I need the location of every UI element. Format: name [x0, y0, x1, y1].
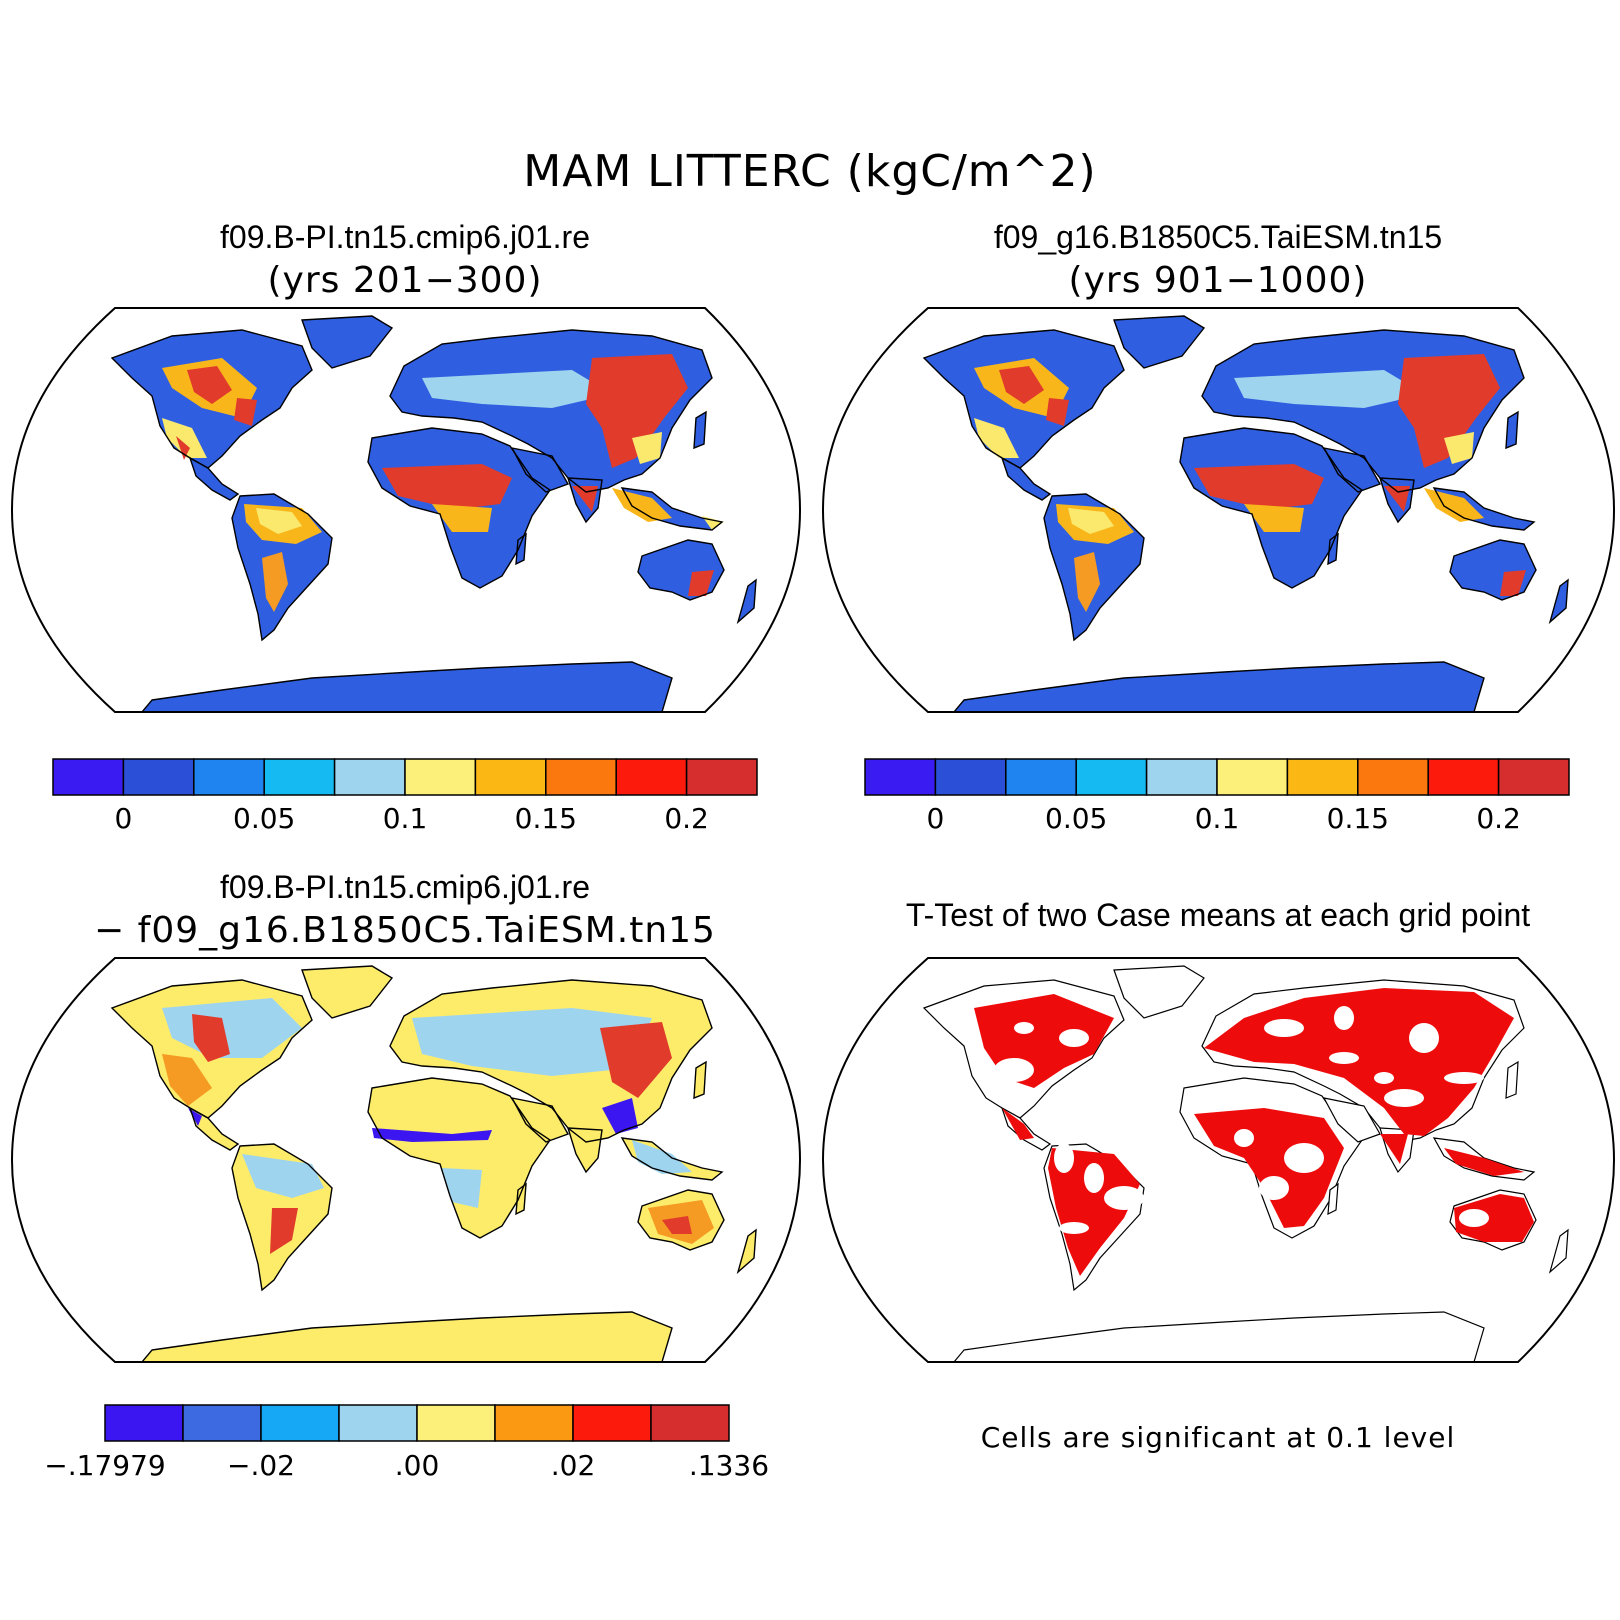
significance-region	[1380, 1134, 1408, 1164]
colorbar-swatch	[1005, 758, 1077, 796]
map-case1	[112, 316, 756, 712]
non-significant-gap	[1059, 1029, 1089, 1047]
significance-region	[1002, 1108, 1034, 1140]
panel-difference: f09.B-PI.tn15.cmip6.j01.re − f09_g16.B18…	[10, 869, 802, 1482]
panel-case1: f09.B-PI.tn15.cmip6.j01.re (yrs 201−300)	[10, 219, 802, 835]
colorbar-difference: −.17979 −.02 .00 .02 .1336	[44, 1404, 769, 1482]
non-significant-gap	[1374, 1072, 1394, 1084]
colorbar-tick-label: 0	[114, 802, 132, 835]
non-significant-gap	[1444, 1072, 1484, 1084]
colorbar-swatch	[864, 758, 937, 796]
significance-cells	[974, 988, 1534, 1276]
non-significant-gap	[1264, 1019, 1304, 1037]
colorbar-tick-label: −.17979	[44, 1449, 165, 1482]
colorbar-tick-label: 0.2	[1476, 802, 1521, 835]
non-significant-gap	[1084, 1163, 1104, 1193]
colorbar-swatch	[333, 758, 406, 796]
non-significant-gap	[1459, 1209, 1489, 1227]
significance-region	[1454, 1194, 1534, 1242]
colorbar-swatch	[545, 758, 617, 796]
colorbar-swatch	[104, 1404, 184, 1442]
colorbar-tick-label: 0.15	[1327, 802, 1389, 835]
colorbar-swatch	[52, 758, 125, 796]
colorbar-swatch	[1357, 758, 1429, 796]
colorbar-tick-label: 0.05	[233, 802, 295, 835]
non-significant-gap	[1104, 1186, 1144, 1210]
colorbar-swatch	[122, 758, 195, 796]
colorbar-swatch	[338, 1404, 418, 1442]
colorbar-swatch	[474, 758, 547, 796]
panel-title: T-Test of two Case means at each grid po…	[906, 897, 1530, 933]
non-significant-gap	[1059, 1222, 1089, 1234]
panel-title: f09.B-PI.tn15.cmip6.j01.re	[220, 219, 590, 255]
non-significant-gap	[994, 1058, 1034, 1082]
colorbar-swatch	[260, 1404, 340, 1442]
panel-title: f09.B-PI.tn15.cmip6.j01.re	[220, 869, 590, 905]
colorbar-tick-label: .00	[395, 1449, 440, 1482]
non-significant-gap	[1259, 1176, 1289, 1200]
non-significant-gap	[1014, 1022, 1034, 1034]
colorbar-swatch	[615, 758, 688, 796]
panel-case2: f09_g16.B1850C5.TaiESM.tn15 (yrs 901−100…	[821, 219, 1616, 835]
colorbar-swatch	[263, 758, 336, 796]
panel-subtitle: (yrs 901−1000)	[1069, 260, 1368, 301]
colorbar-swatch	[416, 1404, 496, 1442]
colorbar-tick-label: 0	[926, 802, 944, 835]
colorbar-tick-label: .02	[551, 1449, 596, 1482]
colorbar-swatch	[1145, 758, 1218, 796]
non-significant-gap	[1329, 1052, 1359, 1064]
colorbar-case1: 0 0.05 0.1 0.15 0.2	[52, 758, 758, 835]
colorbar-swatch	[193, 758, 265, 796]
map-frame	[10, 307, 802, 713]
non-significant-gap	[1284, 1143, 1324, 1173]
colorbar-swatch	[934, 758, 1007, 796]
colorbar-tick-label: −.02	[227, 1449, 295, 1482]
map-frame	[821, 307, 1616, 713]
significance-region	[1444, 1148, 1524, 1176]
colorbar-tick-label: 0.2	[664, 802, 709, 835]
colorbar-swatch	[1497, 758, 1570, 796]
colorbar-tick-label: 0.1	[1195, 802, 1240, 835]
significance-note: Cells are significant at 0.1 level	[981, 1421, 1456, 1454]
map-difference	[112, 966, 756, 1362]
panel-subtitle: − f09_g16.B1850C5.TaiESM.tn15	[94, 910, 716, 951]
panel-ttest: T-Test of two Case means at each grid po…	[821, 897, 1616, 1454]
map-frame	[821, 957, 1616, 1363]
non-significant-gap	[1409, 1023, 1439, 1053]
colorbar-swatch	[182, 1404, 262, 1442]
colorbar-tick-label: 0.05	[1045, 802, 1107, 835]
colorbar-tick-label: 0.1	[383, 802, 428, 835]
non-significant-gap	[1334, 1006, 1354, 1030]
colorbar-swatch	[404, 758, 477, 796]
colorbar-case2: 0 0.05 0.1 0.15 0.2	[864, 758, 1570, 835]
colorbar-swatch	[685, 758, 758, 796]
map-case2	[924, 316, 1568, 712]
colorbar-swatch	[1427, 758, 1500, 796]
colorbar-tick-label: .1336	[689, 1449, 769, 1482]
colorbar-swatch	[650, 1404, 730, 1442]
significance-region	[1048, 1148, 1140, 1276]
panel-title: f09_g16.B1850C5.TaiESM.tn15	[994, 219, 1442, 255]
non-significant-gap	[1384, 1089, 1424, 1107]
significance-region	[1194, 1108, 1344, 1228]
colorbar-swatch	[572, 1404, 652, 1442]
colorbar-swatch	[1216, 758, 1289, 796]
non-significant-gap	[1234, 1129, 1254, 1147]
map-frame	[10, 957, 802, 1363]
colorbar-swatch	[494, 1404, 574, 1442]
colorbar-tick-label: 0.15	[515, 802, 577, 835]
non-significant-gap	[1054, 1143, 1074, 1173]
panel-subtitle: (yrs 201−300)	[268, 260, 543, 301]
main-title: MAM LITTERC (kgC/m^2)	[523, 146, 1096, 197]
colorbar-swatch	[1286, 758, 1359, 796]
colorbar-swatch	[1075, 758, 1148, 796]
map-ttest	[923, 965, 1569, 1362]
